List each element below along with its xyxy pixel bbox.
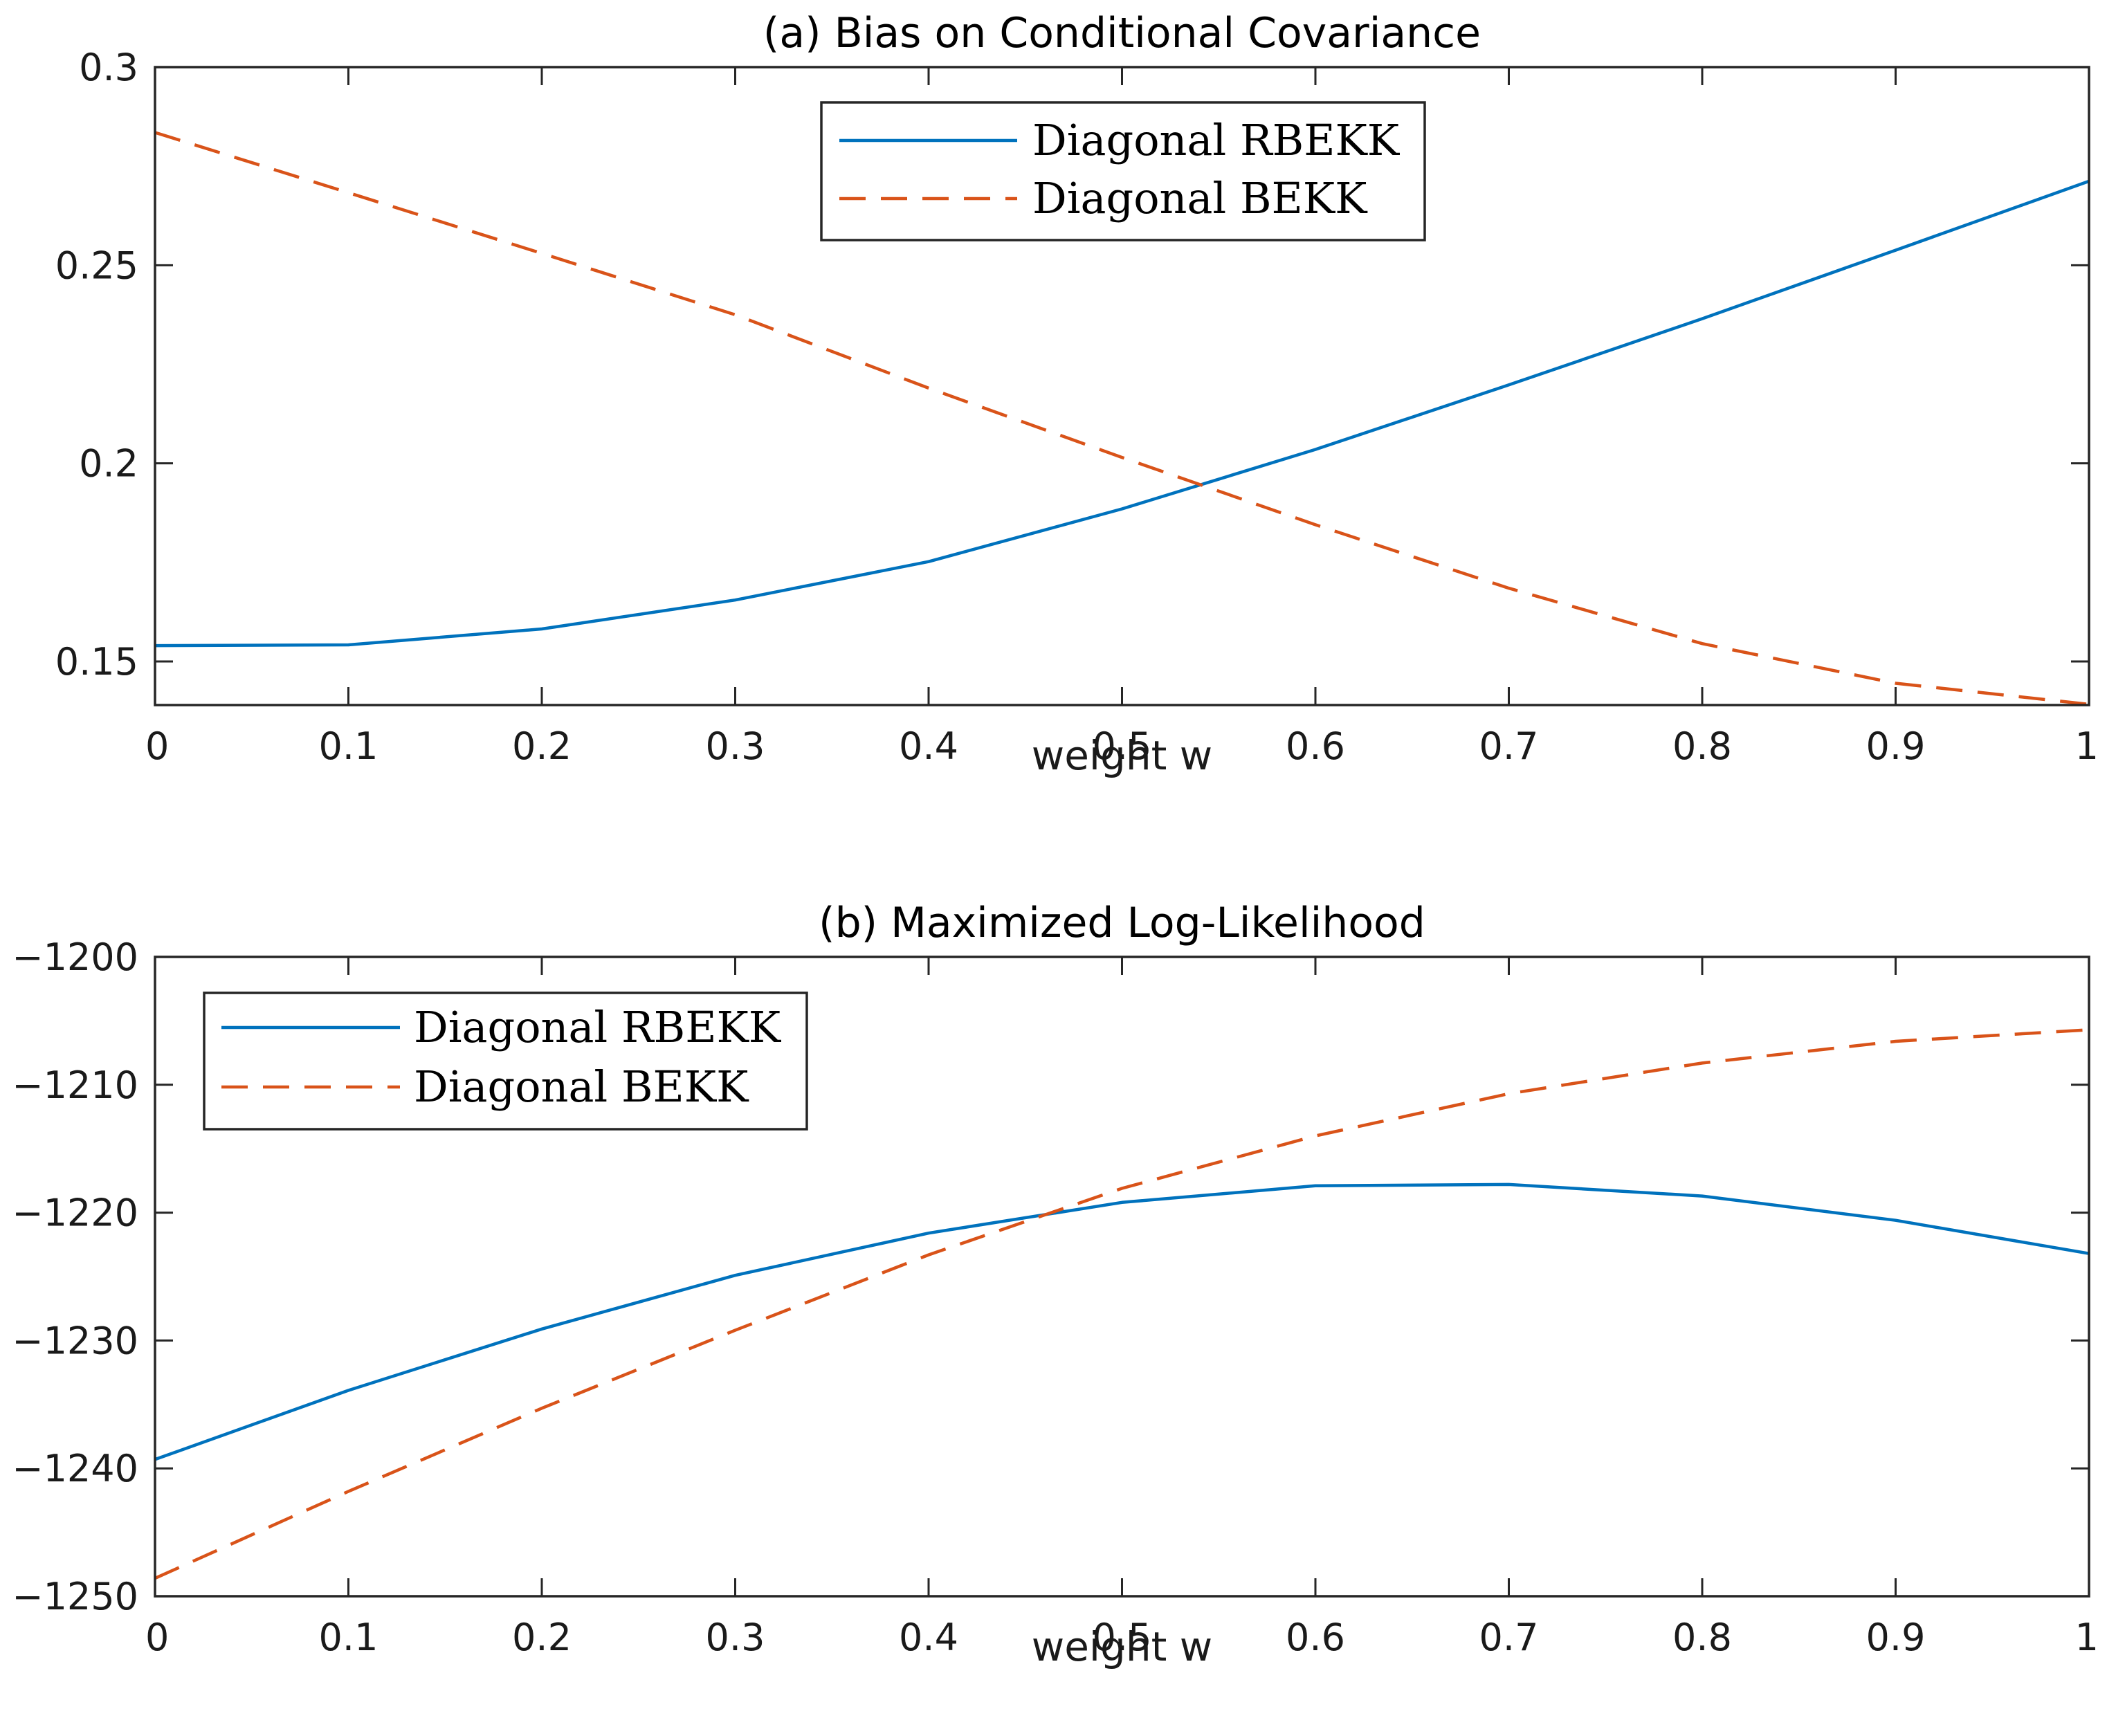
chart-1-y-tick-label: −1230: [12, 1319, 138, 1362]
chart-0-y-tick-label: 0.3: [79, 46, 138, 89]
chart-1-x-axis-label: weight w: [1032, 1623, 1212, 1670]
chart-0-x-tick-label: 0: [145, 724, 169, 768]
chart-1-legend-box: [203, 992, 808, 1131]
chart-1-axes-box: [154, 956, 2090, 1598]
chart-1-y-tick-label: −1240: [12, 1447, 138, 1490]
chart-0-y-tick-label: 0.2: [79, 442, 138, 486]
chart-0-y-tick-label: 0.15: [55, 640, 138, 684]
chart-0-x-tick-label: 0.9: [1866, 724, 1926, 768]
chart-1-group: (b) Maximized Log-Likelihood 0 0.1 0.2 0.3 0.…: [12, 899, 2099, 1670]
chart-0-x-tick-label: 1: [2075, 724, 2099, 768]
chart-1-x-tick-label: 0.2: [512, 1616, 572, 1659]
chart-0-legend-label-1: Diagonal BEKK: [1032, 173, 1368, 223]
chart-1-legend: Diagonal RBEKK Diagonal BEKK: [203, 992, 808, 1131]
chart-0-x-tick-label: 0.1: [319, 724, 378, 768]
chart-1-x-tick-label: 0.4: [899, 1616, 958, 1659]
chart-1-x-tick-label: 0.3: [706, 1616, 765, 1659]
chart-1-x-tick-label: 0.6: [1286, 1616, 1345, 1659]
chart-1-legend-label-1: Diagonal BEKK: [414, 1061, 749, 1112]
chart-1-x-tick-label: 0.1: [319, 1616, 378, 1659]
chart-1-legend-label-0: Diagonal RBEKK: [414, 1002, 782, 1052]
chart-0-series-line-1: [154, 131, 2090, 706]
chart-0-axes-box: [154, 66, 2090, 706]
chart-1-x-tick-label: 0.7: [1479, 1616, 1539, 1659]
chart-1-x-tick-label: 0.9: [1866, 1616, 1926, 1659]
chart-0-x-tick-label: 0.8: [1672, 724, 1732, 768]
chart-0-series-line-0: [154, 179, 2090, 648]
chart-0-x-tick-label: 0.4: [899, 724, 958, 768]
chart-0-legend-box: [820, 101, 1426, 241]
chart-0-x-tick-label: 0.3: [706, 724, 765, 768]
chart-0-x-axis-label: weight w: [1032, 732, 1212, 779]
chart-0-x-tick-label: 0.6: [1286, 724, 1345, 768]
chart-1-series-line-1: [154, 1028, 2090, 1580]
chart-1-y-tick-label: −1220: [12, 1191, 138, 1235]
chart-0-x-tick-label: 0.2: [512, 724, 572, 768]
chart-1-x-tick-label: 0: [145, 1616, 169, 1659]
chart-0-x-tick-label: 0.7: [1479, 724, 1539, 768]
chart-0-y-tick-label: 0.25: [55, 244, 138, 287]
chart-1-x-tick-label: 0.5: [1093, 1616, 1152, 1659]
chart-1-y-tick-label: −1250: [12, 1575, 138, 1618]
chart-0-x-tick-label: 0.5: [1093, 724, 1152, 768]
chart-1-y-tick-label: −1210: [12, 1063, 138, 1107]
chart-0-title: (a) Bias on Conditional Covariance: [763, 9, 1481, 57]
chart-1-title: (b) Maximized Log-Likelihood: [819, 899, 1425, 947]
chart-1-x-tick-label: 1: [2075, 1616, 2099, 1659]
chart-1-y-tick-label: −1200: [12, 935, 138, 979]
chart-1-series-line-0: [154, 1182, 2090, 1461]
chart-0-group: (a) Bias on Conditional Covariance 0 0.1 0.…: [55, 9, 2099, 779]
chart-0-legend: Diagonal RBEKK Diagonal BEKK: [820, 101, 1426, 241]
chart-1-x-tick-label: 0.8: [1672, 1616, 1732, 1659]
chart-0-legend-label-0: Diagonal RBEKK: [1032, 115, 1401, 165]
